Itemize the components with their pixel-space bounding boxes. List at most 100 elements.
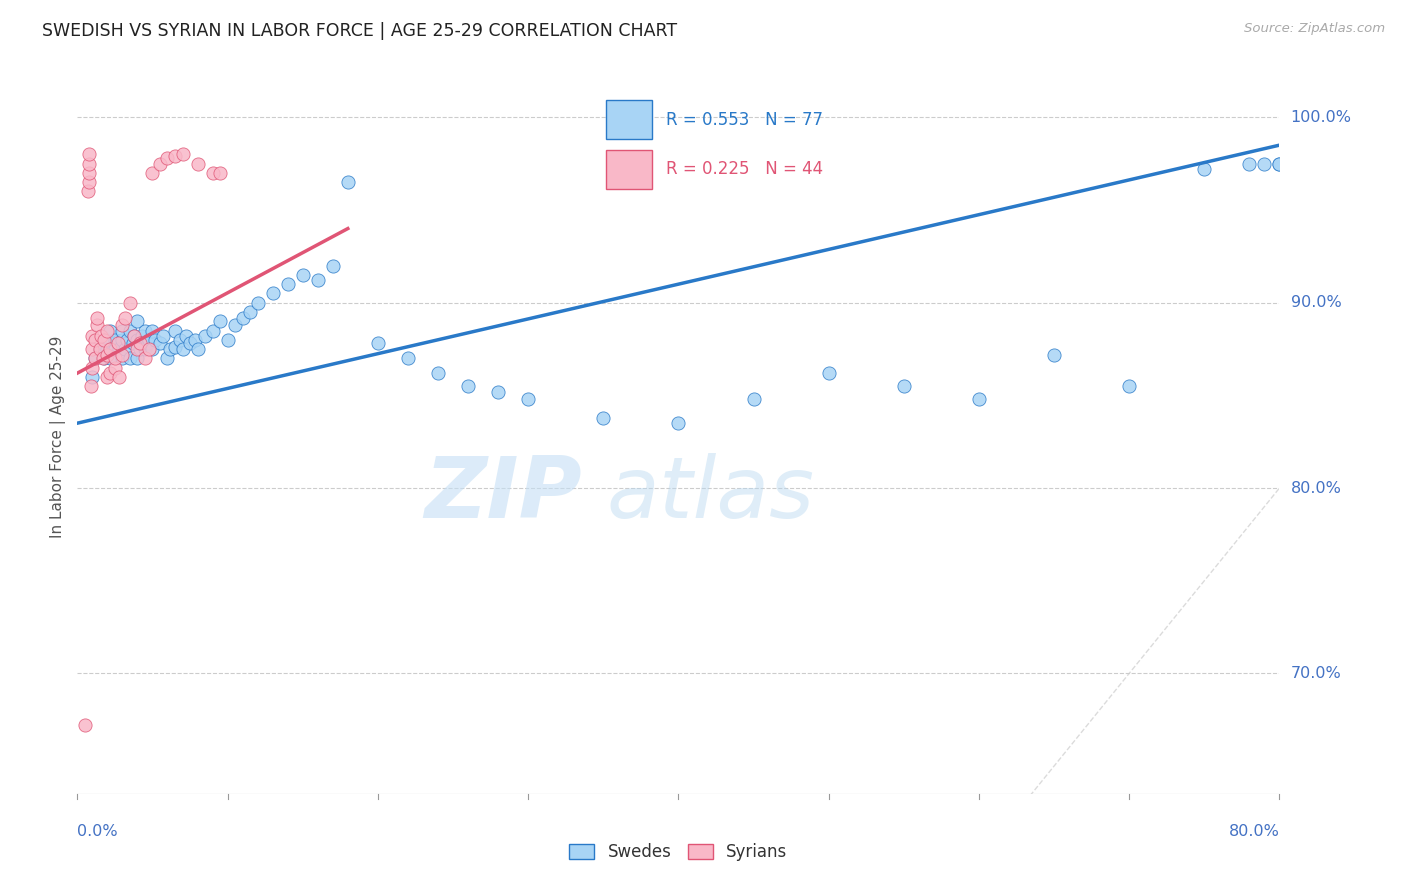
Point [124,329,146,343]
Point [76,185,98,199]
Point [79,166,101,180]
Point [163,149,186,163]
Point [82,329,104,343]
Point [1194,162,1216,177]
Point [79,175,101,189]
Point [122,336,145,351]
Point [86,318,108,332]
Point [1043,348,1066,362]
Point [322,259,344,273]
Point [84,351,107,366]
Point [111,318,134,332]
Point [156,151,179,165]
Point [93,351,115,366]
Point [209,314,232,328]
Point [159,342,181,356]
Point [141,342,163,356]
Point [742,392,765,406]
Point [232,310,254,325]
Point [127,314,149,328]
Point [141,324,163,338]
Point [100,324,122,338]
Point [79,147,101,161]
Point [367,336,389,351]
Point [89,342,111,356]
Point [134,342,156,356]
Point [201,324,224,338]
Point [127,342,149,356]
Point [239,305,262,319]
Point [118,351,141,366]
Point [183,333,205,347]
Point [107,336,129,351]
Point [82,360,104,375]
Point [427,366,450,380]
Point [84,333,107,347]
Point [486,384,509,399]
Point [396,351,419,366]
Point [1268,157,1291,171]
Point [100,366,122,380]
Point [141,166,163,180]
Text: 100.0%: 100.0% [1291,110,1351,125]
Text: 90.0%: 90.0% [1291,295,1341,310]
Point [163,324,186,338]
Text: 70.0%: 70.0% [1291,666,1341,681]
Text: SWEDISH VS SYRIAN IN LABOR FORCE | AGE 25-29 CORRELATION CHART: SWEDISH VS SYRIAN IN LABOR FORCE | AGE 2… [42,22,678,40]
Point [114,342,136,356]
Point [104,333,127,347]
Point [209,166,232,180]
Point [179,336,201,351]
Point [817,366,839,380]
Point [96,333,118,347]
Point [186,342,209,356]
Point [104,342,127,356]
Point [118,324,141,338]
Point [84,351,107,366]
Point [277,277,299,292]
Point [86,310,108,325]
Text: ZIP: ZIP [425,452,582,536]
Point [111,348,134,362]
Y-axis label: In Labor Force | Age 25-29: In Labor Force | Age 25-29 [51,336,66,538]
Point [73,718,96,732]
Point [156,351,179,366]
Point [82,369,104,384]
Point [129,342,152,356]
Text: R = 0.553   N = 77: R = 0.553 N = 77 [666,111,824,128]
Point [336,175,359,189]
Point [127,351,149,366]
Text: 80.0%: 80.0% [1229,824,1279,839]
Point [1118,379,1140,393]
Point [96,369,118,384]
Point [186,157,209,171]
Legend: Swedes, Syrians: Swedes, Syrians [562,837,794,868]
Point [111,351,134,366]
Point [1239,157,1261,171]
Point [82,342,104,356]
Point [1268,157,1291,171]
Point [134,324,156,338]
Point [93,333,115,347]
Point [108,342,131,356]
Point [104,360,127,375]
Point [111,333,134,347]
Text: Source: ZipAtlas.com: Source: ZipAtlas.com [1244,22,1385,36]
Point [262,286,284,301]
Point [217,333,239,347]
Point [149,336,172,351]
Point [172,147,194,161]
Point [127,333,149,347]
Point [129,336,152,351]
Point [89,342,111,356]
Point [967,392,990,406]
Point [307,273,329,287]
Point [118,295,141,310]
Point [134,351,156,366]
Point [169,333,191,347]
Point [246,295,269,310]
Point [114,310,136,325]
Point [96,324,118,338]
FancyBboxPatch shape [606,150,652,189]
Point [145,333,167,347]
